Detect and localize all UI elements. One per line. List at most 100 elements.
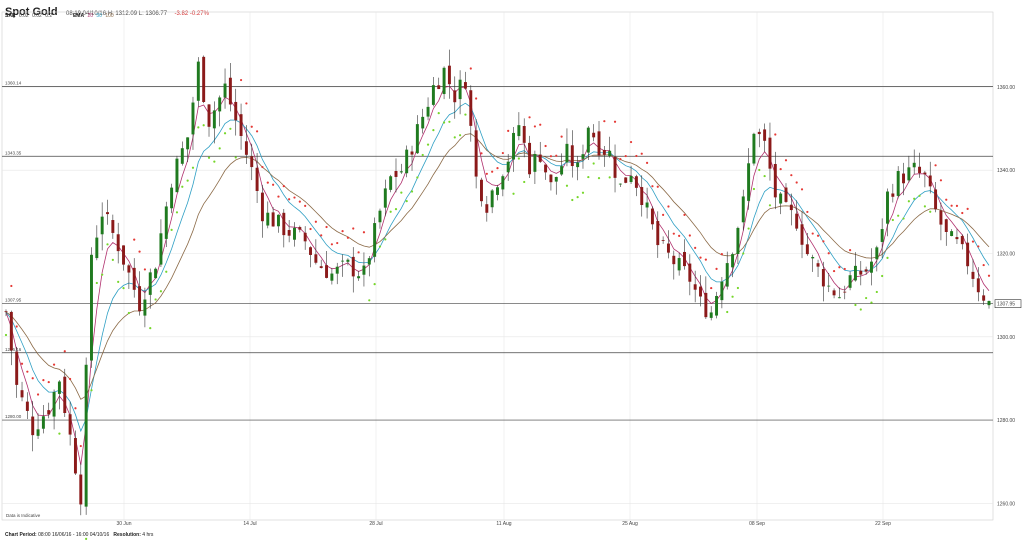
sar-dot-below <box>159 290 163 293</box>
candle-body <box>528 142 532 175</box>
candle-body <box>282 212 286 236</box>
x-tick-label: 14 Jul <box>243 521 256 527</box>
sar-dot-above <box>678 234 681 237</box>
candle-body <box>773 163 777 198</box>
candle-body <box>223 83 227 98</box>
candle-body <box>116 234 120 252</box>
sar-dot-above <box>266 181 269 184</box>
resolution-value: 4 hrs <box>142 532 154 538</box>
candle-body <box>218 97 222 112</box>
sar-dot-above <box>36 393 40 396</box>
candle-body <box>79 474 83 505</box>
sar-dot-below <box>886 256 889 259</box>
sar-dot-above <box>475 97 478 100</box>
candle-body <box>469 90 473 126</box>
sar-dot-above <box>533 125 536 128</box>
sar-dot-below <box>881 274 884 278</box>
sar-dot-above <box>485 172 488 175</box>
candle-body <box>709 312 713 318</box>
sar-dot-above <box>491 170 494 173</box>
sar-dot-above <box>15 325 18 328</box>
reference-line-label: 1307.95 <box>5 298 22 303</box>
candle-body <box>608 150 612 157</box>
sar-dot-above <box>982 263 985 267</box>
sar-dot-above <box>961 211 964 215</box>
candle-body <box>239 114 243 136</box>
candle-body <box>373 223 377 257</box>
sar-dot-above <box>309 227 312 231</box>
sar-dot-above <box>560 135 563 138</box>
sar-dot-above <box>507 129 510 133</box>
candle-body <box>453 90 457 103</box>
candle-body <box>314 254 318 263</box>
candle-body <box>143 299 147 316</box>
candle-body <box>736 227 740 254</box>
ema-100-line <box>5 133 990 400</box>
sar-dot-above <box>261 165 264 169</box>
candle-body <box>939 210 943 225</box>
y-tick-label: 1260.00 <box>997 501 1015 507</box>
x-tick-label: 30 Jun <box>116 521 131 527</box>
sar-dot-above <box>143 268 147 271</box>
candle-body <box>20 390 24 398</box>
candle-body <box>90 254 93 361</box>
candle-body <box>886 191 889 224</box>
sar-dot-above <box>667 205 670 208</box>
sar-dot-below <box>464 113 467 116</box>
sar-dot-above <box>939 179 943 182</box>
sar-dot-below <box>913 197 916 200</box>
candle-body <box>624 177 628 183</box>
candle-body <box>816 263 820 267</box>
sar-label: SAR <box>5 13 16 19</box>
candle-body <box>244 141 248 155</box>
sar-dot-above <box>966 207 969 211</box>
sar-dot-below <box>608 176 611 179</box>
sar-dot-below <box>58 432 61 435</box>
sar-dot-below <box>218 147 221 150</box>
sar-dot-above <box>619 158 622 161</box>
candle-body <box>549 174 553 183</box>
sar-dot-below <box>197 126 200 129</box>
sar-dot-above <box>288 198 291 201</box>
candle-body <box>779 193 783 204</box>
sar-dot-below <box>181 185 184 188</box>
reference-line-label: 1296.16 <box>5 347 22 352</box>
candle-body <box>100 216 104 235</box>
candle-body <box>683 251 686 267</box>
sar-dot-below <box>117 280 120 284</box>
sar-dot-above <box>774 133 777 136</box>
candle-body <box>127 265 131 273</box>
candle-body <box>271 212 275 227</box>
sar-dot-above <box>784 159 788 162</box>
candle-body <box>175 158 179 193</box>
candle-body <box>757 131 761 135</box>
candle-body <box>170 187 174 209</box>
candle-body <box>68 414 72 435</box>
sar-dot-below <box>400 191 403 194</box>
candle-body <box>715 295 719 316</box>
sar-param-3: 0.2 <box>45 13 53 19</box>
sar-dot-below <box>170 228 173 231</box>
sar-dot-above <box>20 362 24 365</box>
candle-body <box>362 265 366 275</box>
candle-body <box>415 124 419 154</box>
candle-body <box>805 244 809 255</box>
x-tick-label: 25 Aug <box>622 521 638 527</box>
sar-dot-above <box>79 444 82 448</box>
candle-body <box>944 219 948 232</box>
sar-dot-above <box>688 234 691 237</box>
sar-dot-below <box>923 205 926 208</box>
candle-body <box>276 214 280 227</box>
sar-dot-below <box>186 179 189 182</box>
sar-dot-below <box>378 245 382 248</box>
sar-param-1: 0.02 <box>18 13 29 19</box>
candle-body <box>341 260 345 262</box>
period-value: 08:00 16/06/16 - 16:00 04/10/16 <box>38 532 110 538</box>
sar-dot-above <box>539 123 542 126</box>
sar-dot-below <box>523 180 526 184</box>
candle-body <box>367 258 371 265</box>
price-change: -3.82 -0.27% <box>174 11 209 17</box>
sar-dot-above <box>699 256 702 259</box>
candle-body <box>106 212 109 215</box>
